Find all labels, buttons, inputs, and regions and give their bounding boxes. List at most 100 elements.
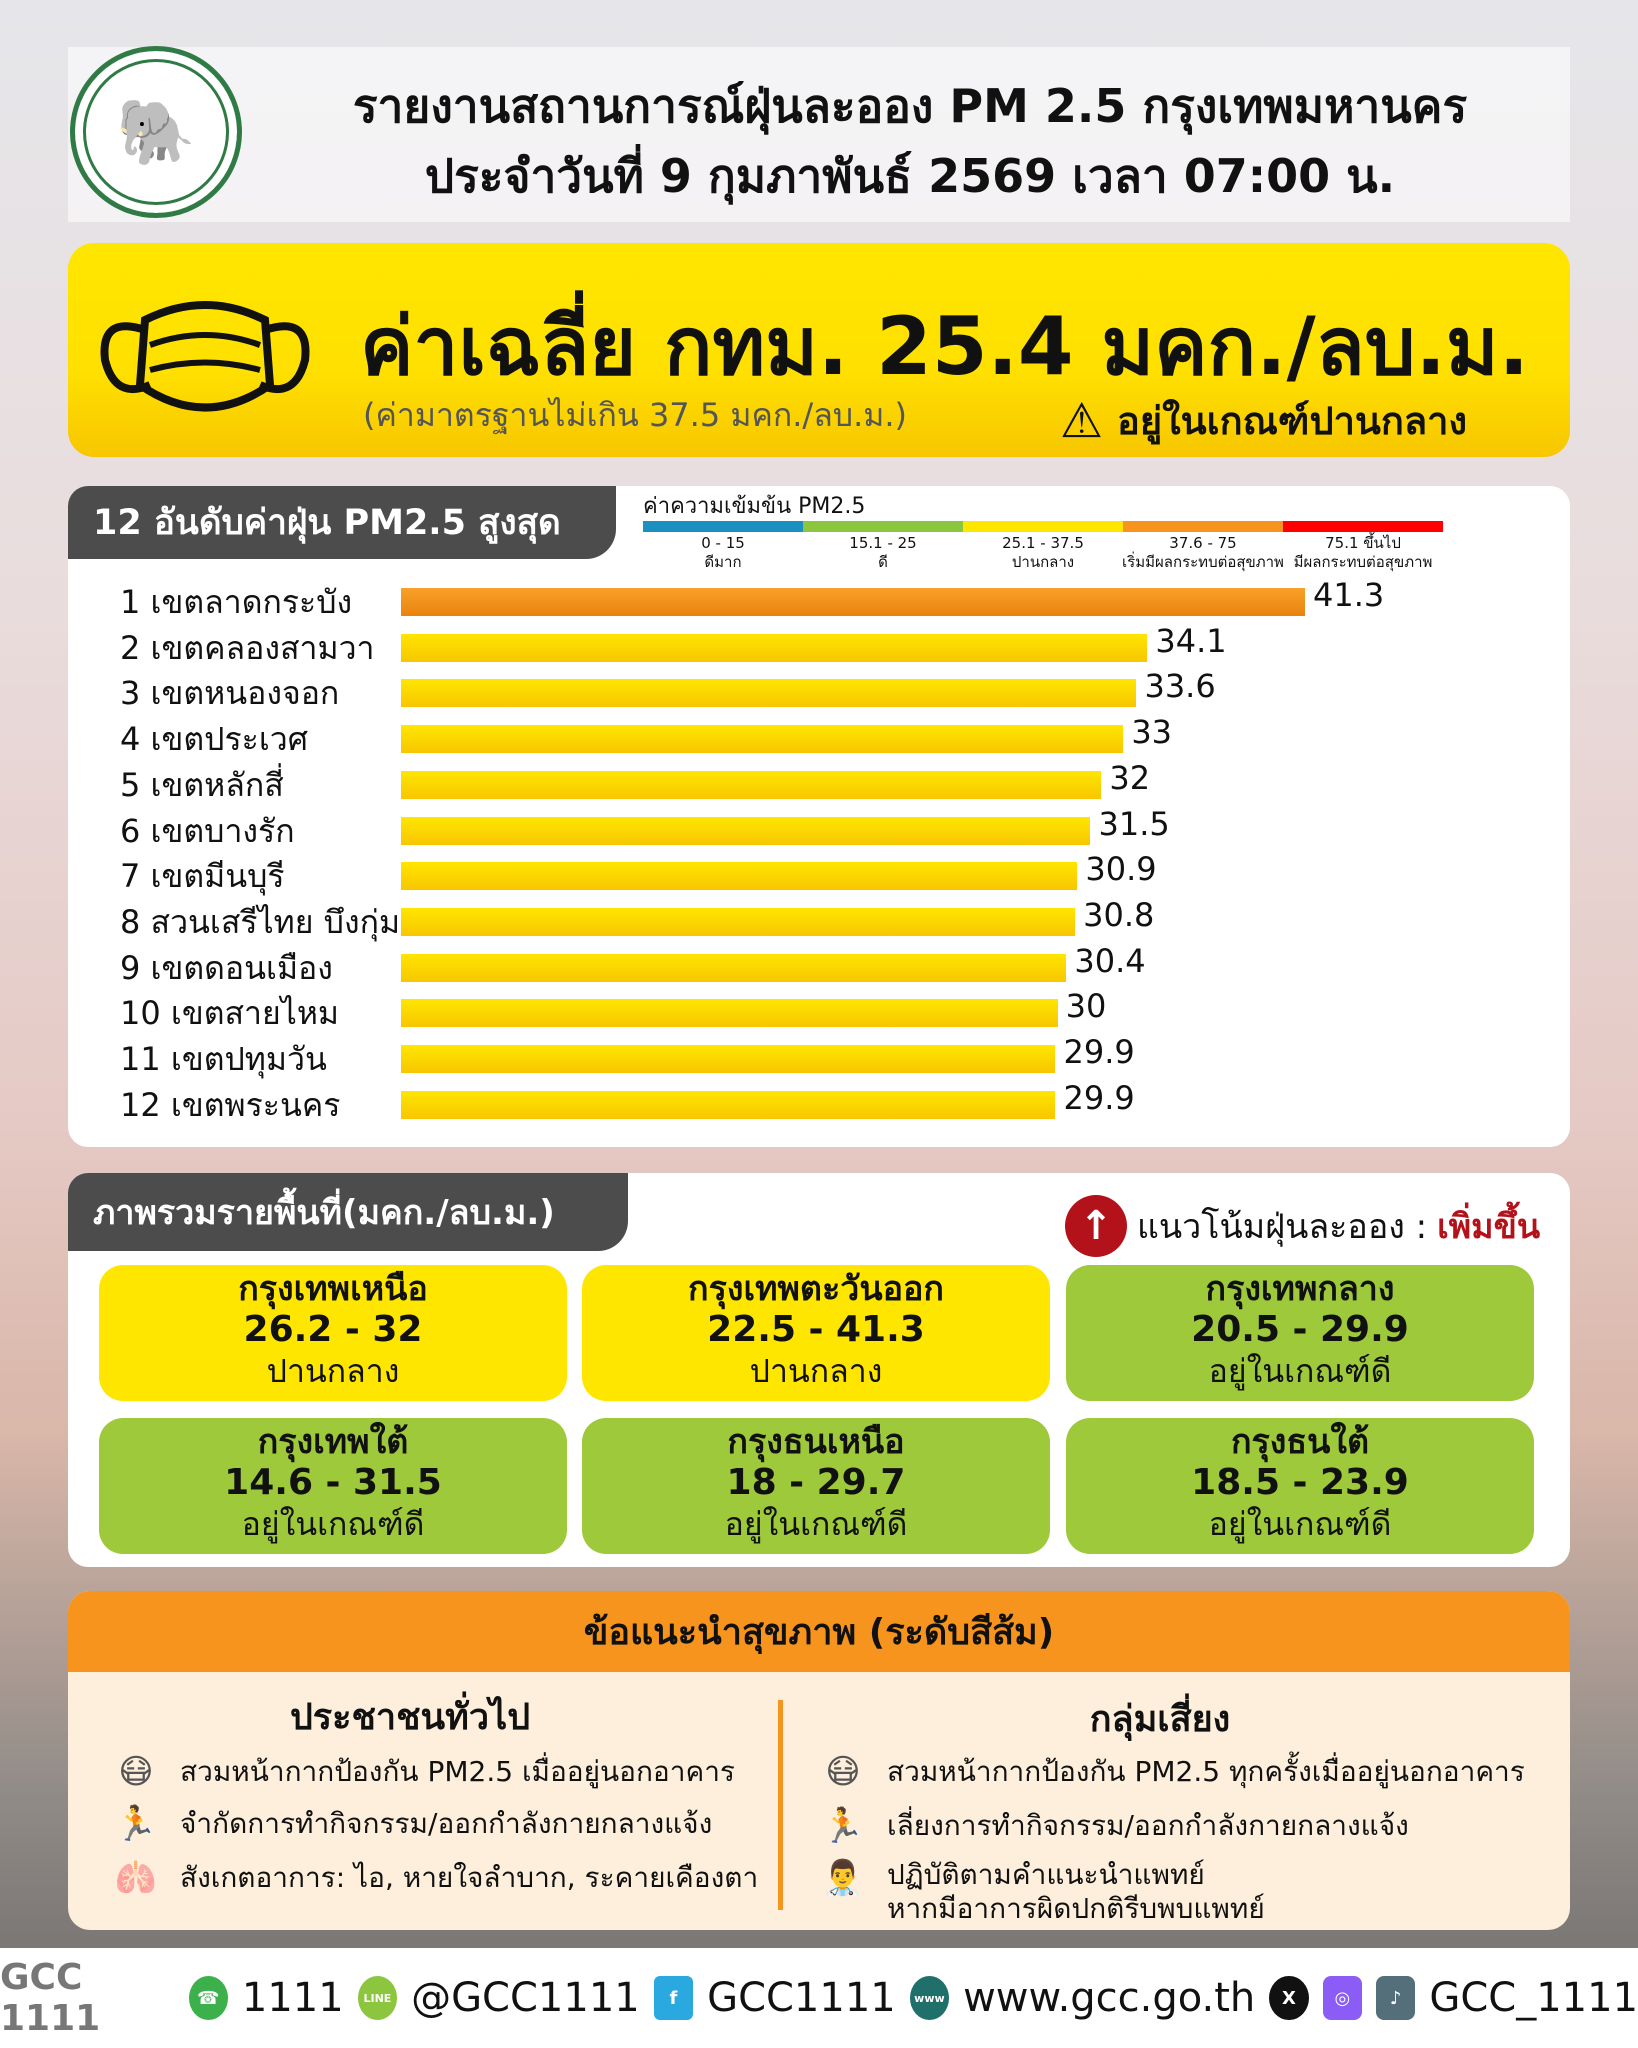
warning-icon: ⚠ <box>1060 392 1104 449</box>
legend-label: 25.1 - 37.5 ปานกลาง <box>958 534 1128 572</box>
bar <box>401 1045 1056 1073</box>
legend-level: ดีมาก <box>704 553 742 571</box>
bar-value: 32 <box>1109 758 1151 797</box>
region-range: 18.5 - 23.9 <box>1191 1462 1409 1503</box>
risk-title: กลุ่มเสี่ยง <box>1089 1699 1231 1740</box>
bar <box>401 770 1102 799</box>
district-label: 6 เขตบางรัก <box>120 811 295 850</box>
advice-text: สวมหน้ากากป้องกัน PM2.5 เมื่ออยู่นอกอาคา… <box>180 1755 735 1788</box>
district-label: 7 เขตมีนบุรี <box>120 857 285 896</box>
phone-icon: ☎ <box>188 1976 228 2020</box>
legend-label: 15.1 - 25 ดี <box>798 534 968 572</box>
bar-value: 33 <box>1131 713 1173 752</box>
facebook-icon: f <box>653 1976 694 2020</box>
bar-value: 30.4 <box>1074 941 1146 980</box>
legend-swatch <box>963 521 1123 532</box>
arrow-up-icon: ↑ <box>1065 1195 1127 1257</box>
bar-value: 29.9 <box>1063 1033 1135 1071</box>
bar <box>401 907 1076 936</box>
legend-swatch <box>1283 521 1443 532</box>
mask-icon: 😷 <box>825 1752 861 1792</box>
region-status: อยู่ในเกณฑ์ดี <box>1208 1352 1392 1390</box>
bar-value: 29.9 <box>1063 1078 1135 1117</box>
district-label: 4 เขตประเวศ <box>120 720 309 759</box>
legend-range: 25.1 - 37.5 <box>1002 534 1084 552</box>
district-label: 8 สวนเสรีไทย บึงกุ่ม <box>120 902 401 941</box>
region-name: กรุงเทพกลาง <box>1205 1269 1395 1309</box>
region-name: กรุงเทพเหนือ <box>238 1269 428 1309</box>
advice-text: ปฏิบัติตามคำแนะนำแพทย์ <box>887 1858 1205 1891</box>
advice-item: 😷 สวมหน้ากากป้องกัน PM2.5 ทุกครั้งเมื่ออย… <box>817 1750 1525 1794</box>
region-status: อยู่ในเกณฑ์ดี <box>1208 1505 1392 1543</box>
region-card: กรุงเทพตะวันออก 22.5 - 41.3 ปานกลาง <box>582 1265 1050 1401</box>
bar <box>401 679 1137 708</box>
region-card: กรุงธนใต้ 18.5 - 23.9 อยู่ในเกณฑ์ดี <box>1066 1418 1534 1554</box>
legend-label: 37.6 - 75 เริ่มมีผลกระทบต่อสุขภาพ <box>1118 534 1288 572</box>
district-label: 2 เขตคลองสามวา <box>120 628 375 667</box>
region-range: 22.5 - 41.3 <box>707 1309 925 1350</box>
bar-value: 31.5 <box>1098 804 1170 843</box>
bar-value: 30.9 <box>1085 850 1157 889</box>
legend-swatch <box>803 521 963 532</box>
standard-note: (ค่ามาตรฐานไม่เกิน 37.5 มคก./ลบ.ม.) <box>363 396 908 434</box>
lungs-icon: 🫁 <box>114 1858 158 1898</box>
district-label: 11 เขตปทุมวัน <box>120 1040 327 1078</box>
divider <box>778 1700 783 1910</box>
bar <box>401 725 1124 754</box>
no-running-icon: 🏃 <box>114 1804 158 1844</box>
legend-swatch <box>1123 521 1283 532</box>
mask-icon <box>100 301 310 412</box>
status-text: อยู่ในเกณฑ์ปานกลาง <box>1117 399 1468 443</box>
region-name: กรุงธนเหนือ <box>727 1422 905 1462</box>
bar-value: 30 <box>1065 987 1107 1026</box>
bma-logo: 🐘 <box>70 46 242 218</box>
district-label: 1 เขตลาดกระบัง <box>120 583 353 621</box>
bar-value: 33.6 <box>1144 667 1216 706</box>
region-name: กรุงเทพตะวันออก <box>688 1269 944 1309</box>
bar-value: 41.3 <box>1313 576 1385 614</box>
general-title: ประชาชนทั่วไป <box>289 1697 531 1738</box>
advice-text: สวมหน้ากากป้องกัน PM2.5 ทุกครั้งเมื่ออยู… <box>887 1755 1525 1788</box>
average-value: ค่าเฉลี่ย กทม. 25.4 มคก./ลบ.ม. <box>360 300 1530 393</box>
legend-level: ดี <box>878 553 888 571</box>
trend-value: เพิ่มขึ้น <box>1437 1207 1541 1247</box>
advice-item: 😷 สวมหน้ากากป้องกัน PM2.5 เมื่ออยู่นอกอาค… <box>110 1750 735 1794</box>
region-card: กรุงเทพใต้ 14.6 - 31.5 อยู่ในเกณฑ์ดี <box>99 1418 567 1554</box>
facebook-id[interactable]: GCC1111 <box>707 1975 896 2021</box>
district-label: 3 เขตหนองจอก <box>120 674 340 713</box>
region-range: 26.2 - 32 <box>243 1309 423 1350</box>
website-link[interactable]: www.gcc.go.th <box>963 1975 1256 2021</box>
phone-number[interactable]: 1111 <box>241 1975 344 2021</box>
bar <box>401 816 1091 845</box>
globe-icon: www <box>909 1976 950 2020</box>
social-id[interactable]: GCC_1111 <box>1429 1975 1638 2021</box>
bar-value: 30.8 <box>1083 895 1155 934</box>
mask-icon: 😷 <box>118 1752 154 1792</box>
legend-range: 75.1 ขึ้นไป <box>1325 534 1401 552</box>
region-card: กรุงเทพเหนือ 26.2 - 32 ปานกลาง <box>99 1265 567 1401</box>
region-status: ปานกลาง <box>266 1352 400 1390</box>
region-range: 20.5 - 29.9 <box>1191 1309 1409 1350</box>
advice-item: 🫁 สังเกตอาการ: ไอ, หายใจลำบาก, ระคายเคือง… <box>110 1856 758 1900</box>
bar <box>401 862 1078 891</box>
bar <box>401 953 1067 982</box>
footer: GCC 1111 ☎ 1111 LINE @GCC1111 f GCC1111 www… <box>0 1948 1638 2048</box>
advice-text: หากมีอาการผิดปกติรีบพบแพทย์ <box>887 1892 1265 1925</box>
line-id[interactable]: @GCC1111 <box>411 1975 640 2021</box>
no-running-icon: 🏃 <box>821 1806 865 1846</box>
line-icon: LINE <box>357 1976 398 2020</box>
legend-range: 0 - 15 <box>701 534 745 552</box>
advice-item: 👨‍⚕️ ปฏิบัติตามคำแนะนำแพทย์ หากมีอาการผิดป… <box>817 1858 1265 1926</box>
legend-range: 15.1 - 25 <box>849 534 917 552</box>
legend-range: 37.6 - 75 <box>1169 534 1237 552</box>
district-label: 5 เขตหลักสี่ <box>120 765 284 804</box>
ranking-title: 12 อันดับค่าฝุ่น PM2.5 สูงสุด <box>68 486 616 559</box>
region-card: กรุงเทพกลาง 20.5 - 29.9 อยู่ในเกณฑ์ดี <box>1066 1265 1534 1401</box>
doctor-icon: 👨‍⚕️ <box>821 1858 865 1898</box>
regions-title: ภาพรวมรายพื้นที่(มคก./ลบ.ม.) <box>68 1173 628 1251</box>
region-name: กรุงธนใต้ <box>1230 1422 1370 1462</box>
report-date: ประจำวันที่ 9 กุมภาพันธ์ 2569 เวลา 07:00… <box>424 149 1396 203</box>
legend-level: มีผลกระทบต่อสุขภาพ <box>1293 553 1433 571</box>
instagram-icon: ◎ <box>1322 1976 1362 2020</box>
trend-indicator: ↑ แนวโน้มฝุ่นละออง : เพิ่มขึ้น <box>1065 1195 1540 1257</box>
